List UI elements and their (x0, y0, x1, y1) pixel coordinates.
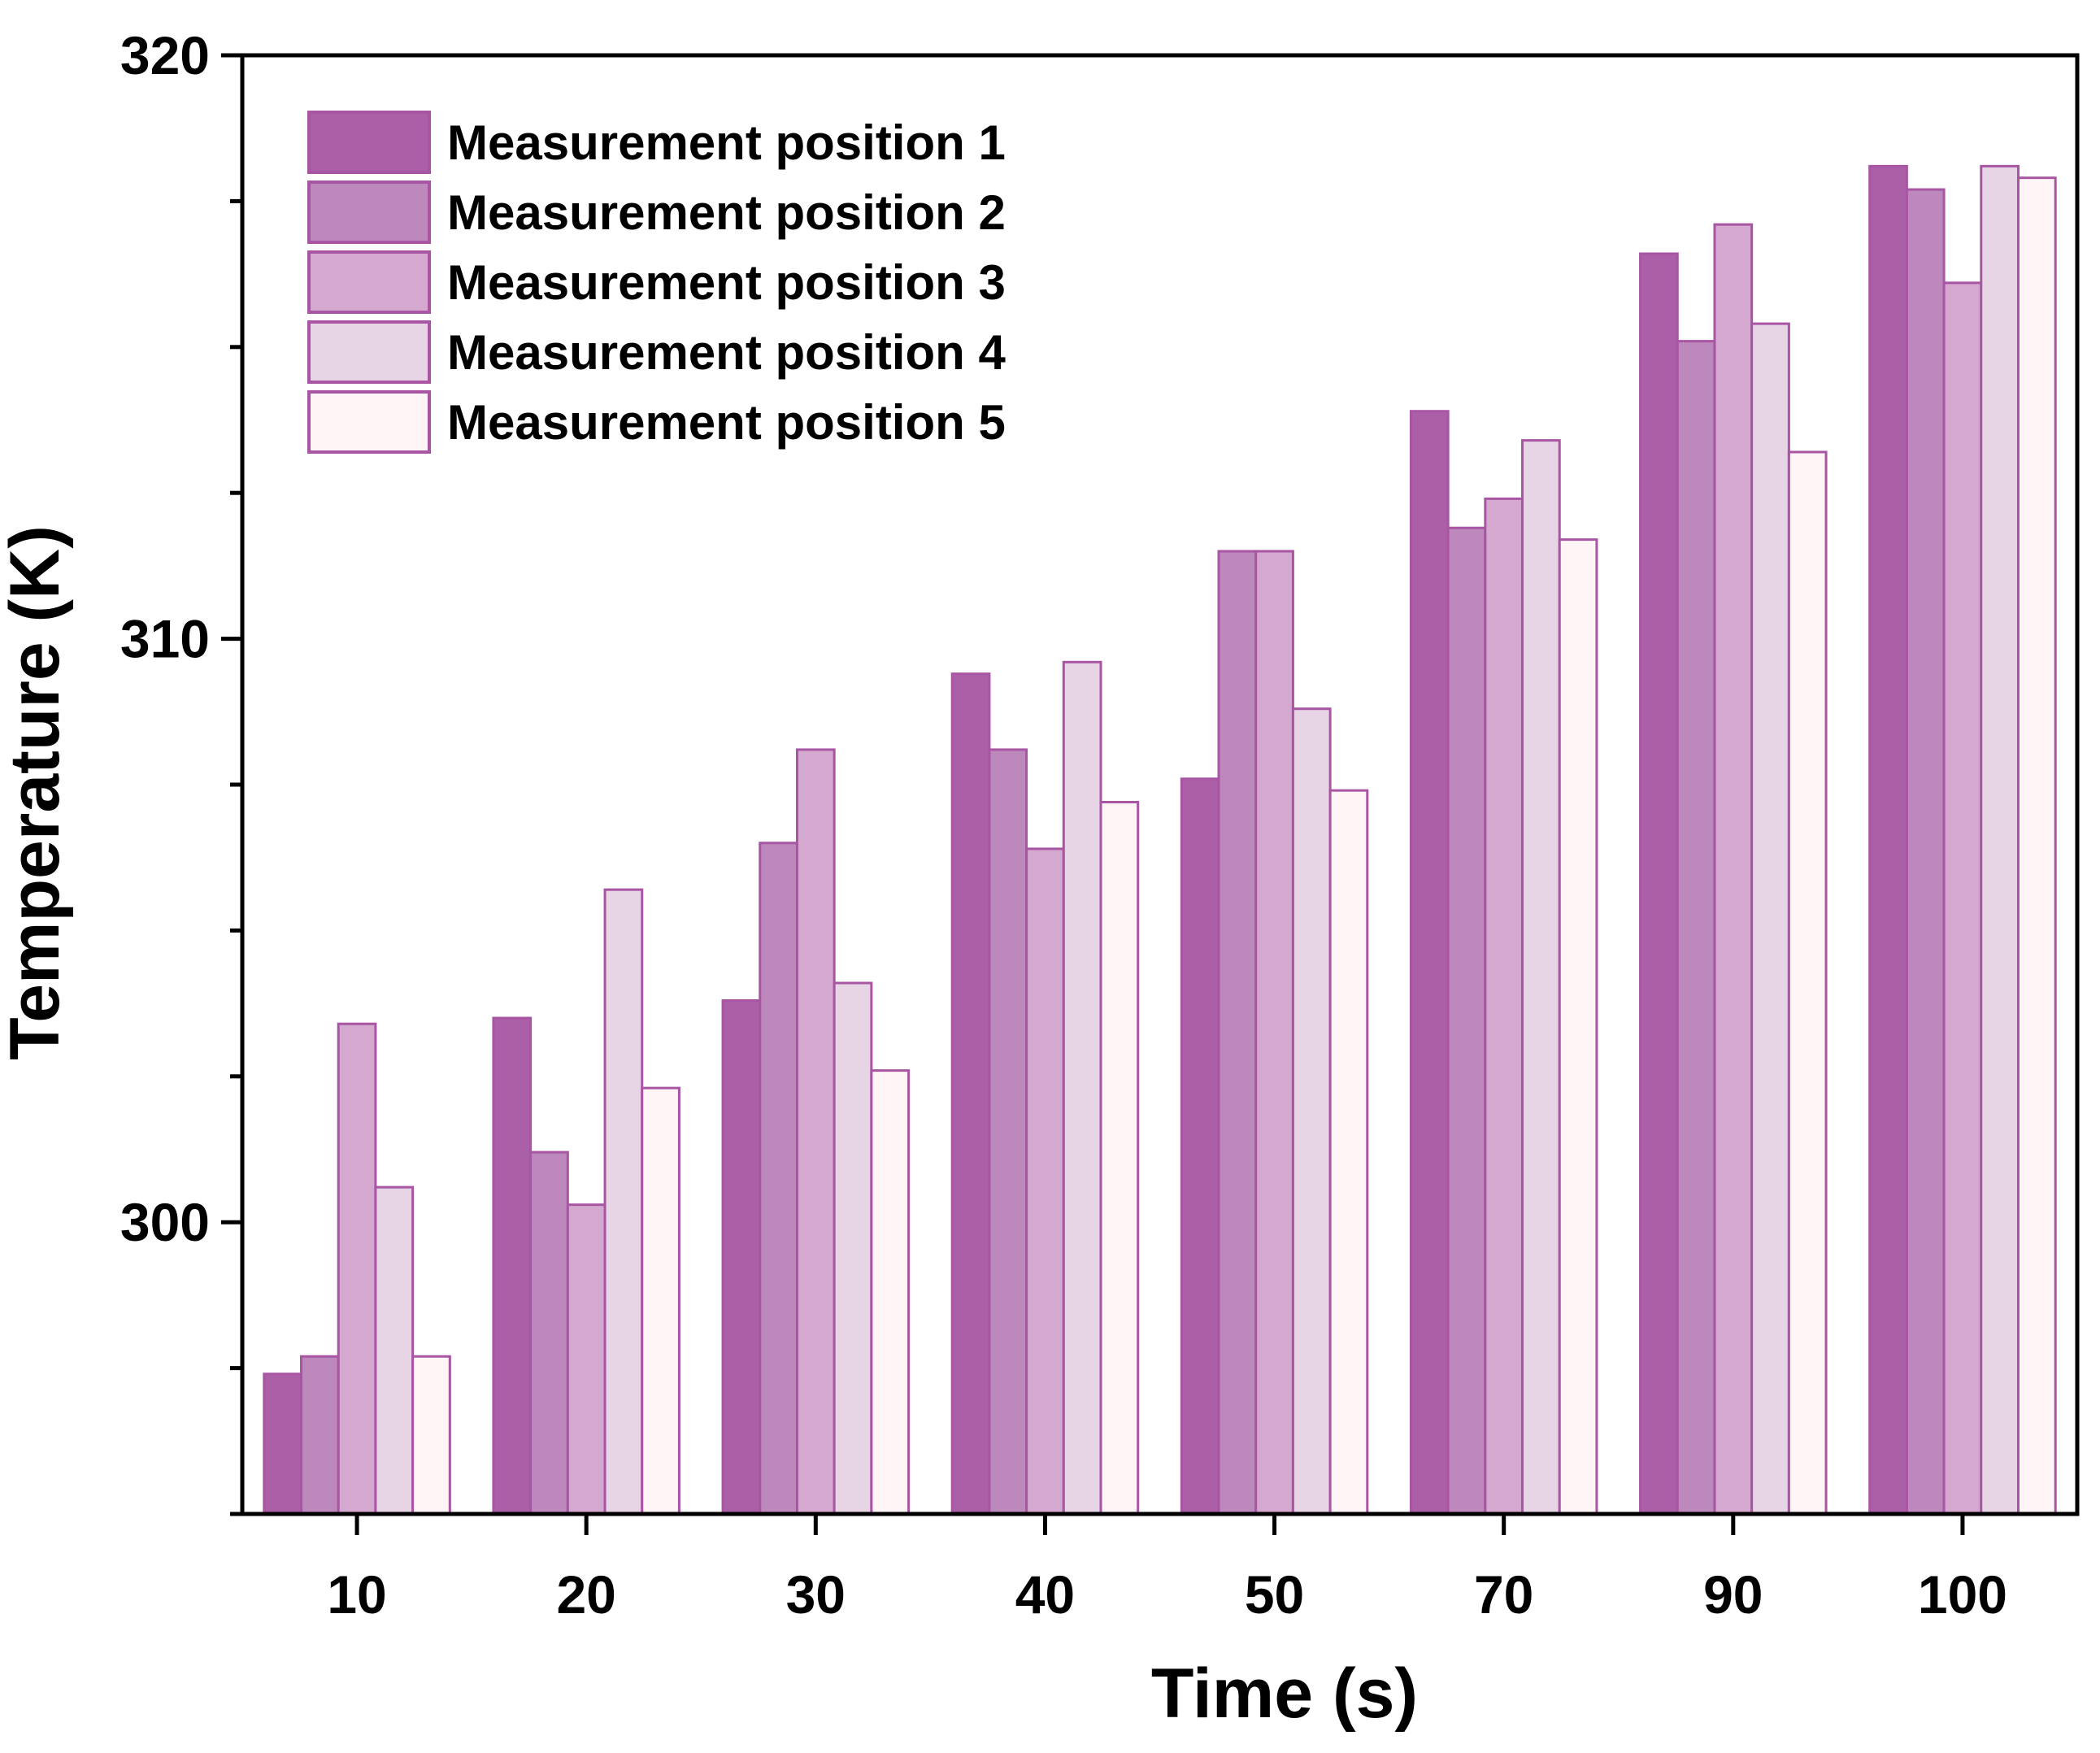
bar (603, 888, 644, 1516)
bar (1639, 252, 1679, 1516)
bar (1905, 188, 1946, 1516)
bar (1521, 439, 1561, 1516)
bar (566, 1203, 607, 1516)
x-tick-label: 10 (327, 1564, 386, 1625)
bar (1558, 538, 1598, 1516)
bar (1750, 322, 1790, 1516)
bar (1180, 777, 1220, 1516)
bar (988, 748, 1028, 1516)
x-axis-label: Time (s) (1151, 1655, 1418, 1733)
y-axis: 300 310 320 (120, 25, 242, 1516)
legend-label: Measurement position 3 (447, 255, 1006, 310)
bar (1328, 789, 1369, 1516)
bar (1676, 340, 1716, 1516)
bar (1713, 223, 1754, 1516)
y-axis-label: Temperature (K) (0, 525, 74, 1060)
x-tick-label: 30 (786, 1564, 846, 1625)
y-tick-label: 310 (120, 609, 210, 669)
x-tick-label: 40 (1015, 1564, 1075, 1625)
x-tick-label: 100 (1918, 1564, 2007, 1625)
legend-swatch (307, 390, 431, 454)
bar (1484, 497, 1524, 1516)
bar (950, 672, 991, 1516)
bar (492, 1016, 533, 1516)
legend-label: Measurement position 1 (447, 115, 1006, 170)
legend: Measurement position 1 Measurement positi… (307, 111, 1006, 454)
bar (1787, 450, 1828, 1516)
y-tick-label: 320 (120, 25, 210, 85)
legend-swatch (307, 250, 431, 314)
bar (374, 1185, 415, 1516)
legend-label: Measurement position 4 (447, 325, 1006, 380)
y-tick-label: 300 (120, 1192, 210, 1252)
bar (529, 1151, 569, 1516)
bar (263, 1372, 303, 1516)
x-tick-label: 90 (1703, 1564, 1763, 1625)
bar (2016, 176, 2057, 1516)
legend-swatch (307, 320, 431, 384)
x-tick-label: 20 (556, 1564, 615, 1625)
bar (1025, 847, 1065, 1516)
bar (1254, 550, 1294, 1516)
x-axis: 10 20 30 40 50 70 90 100 (327, 1514, 2007, 1625)
bar (1099, 801, 1140, 1516)
bar (1980, 164, 2020, 1516)
bar (870, 1069, 911, 1516)
legend-swatch (307, 111, 431, 174)
bar (795, 748, 836, 1516)
bar (1062, 660, 1102, 1516)
bar (833, 981, 873, 1516)
bar (1291, 707, 1332, 1516)
bar (1446, 526, 1487, 1516)
bar (300, 1355, 340, 1516)
legend-label: Measurement position 5 (447, 395, 1006, 450)
bar (1942, 281, 1983, 1516)
bar (337, 1022, 377, 1516)
x-tick-label: 70 (1474, 1564, 1533, 1625)
bar (721, 999, 762, 1516)
bar (411, 1355, 451, 1516)
legend-label: Measurement position 2 (447, 185, 1006, 240)
bar (641, 1086, 680, 1516)
bars-layer (263, 164, 2057, 1516)
bar (1217, 550, 1258, 1516)
bar (1868, 164, 1908, 1516)
bar (1409, 410, 1450, 1516)
bar (759, 842, 798, 1516)
x-tick-label: 50 (1245, 1564, 1304, 1625)
legend-swatch (307, 181, 431, 244)
